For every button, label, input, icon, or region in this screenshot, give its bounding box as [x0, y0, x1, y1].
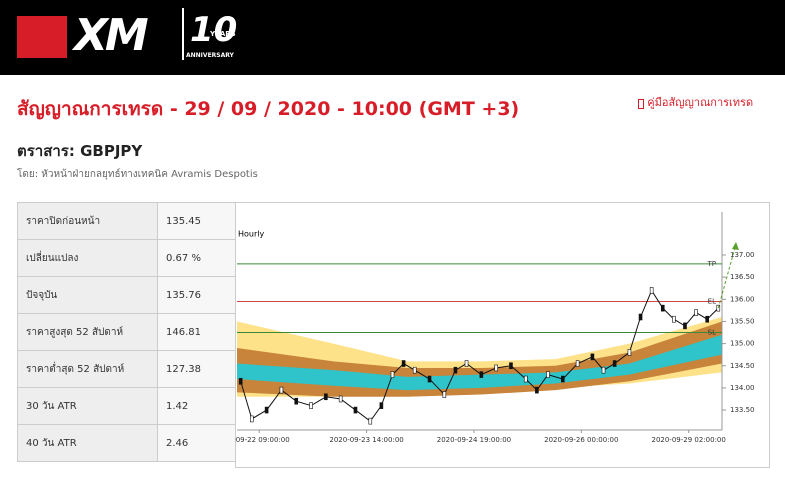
table-row: 30 วัน ATR 1.42 — [17, 387, 237, 425]
author: โดย: หัวหน้าฝ่ายกลยุทธ์ทางเทคนิค Avramis… — [17, 169, 258, 180]
page-title: สัญญาณการเทรด - 29 / 09 / 2020 - 10:00 (… — [17, 98, 520, 120]
candle — [309, 402, 313, 409]
candle — [238, 377, 243, 385]
price-line — [240, 289, 719, 422]
anniversary-number: 10 — [190, 10, 238, 50]
candle — [705, 315, 709, 323]
level-label: EL — [708, 298, 716, 306]
candle — [612, 360, 617, 367]
candle — [264, 406, 269, 414]
row-value: 135.76 — [157, 276, 237, 314]
guide-link[interactable]: คู่มือสัญญาณการเทรด — [638, 93, 753, 111]
guide-link-text[interactable]: คู่มือสัญญาณการเทรด — [647, 96, 754, 109]
candle — [575, 360, 580, 367]
candle — [561, 375, 565, 383]
table-row: ราคาสูงสุด 52 สัปดาห์ 146.81 — [17, 313, 237, 351]
pdf-icon — [638, 99, 645, 109]
x-tick-label: 2020-09-26 00:00:00 — [544, 436, 618, 444]
candle — [279, 386, 284, 394]
divider — [182, 8, 184, 60]
row-label: 40 วัน ATR — [17, 424, 158, 462]
level-label: TP — [707, 260, 717, 268]
row-value: 127.38 — [157, 350, 237, 388]
x-tick-label: 0-09-22 09:00:00 — [235, 436, 290, 444]
y-tick-label: 137.00 — [730, 251, 755, 259]
candle — [368, 417, 373, 425]
chart: Hourly 133.50 134.00 134.50 135.00 135.50 136… — [235, 202, 770, 468]
candle — [601, 366, 606, 374]
candle — [590, 353, 595, 361]
candle — [427, 375, 432, 383]
anniversary-years: YEARS — [210, 30, 236, 38]
band — [237, 334, 722, 391]
candle — [535, 386, 539, 394]
x-tick-label: 2020-09-23 14:00:00 — [329, 436, 403, 444]
candle — [649, 287, 654, 294]
candle — [660, 304, 665, 312]
header-bar: XM 10 YEARS ANNIVERSARY — [0, 0, 785, 75]
table-row: ราคาต่ำสุด 52 สัปดาห์ 127.38 — [17, 350, 237, 388]
row-value: 146.81 — [157, 313, 237, 351]
x-tick-label: 2020-09-29 02:00:00 — [651, 436, 725, 444]
candle — [294, 397, 299, 405]
level-label: SL — [708, 329, 716, 337]
candle — [353, 406, 358, 414]
candle — [546, 371, 550, 378]
candle — [509, 362, 513, 370]
candle — [464, 360, 469, 367]
chart-subtitle: Hourly — [238, 230, 264, 239]
table-row: 40 วัน ATR 2.46 — [17, 424, 237, 462]
row-value: 1.42 — [157, 387, 237, 425]
candle — [627, 349, 632, 356]
candle — [523, 375, 528, 383]
candle — [401, 360, 406, 367]
table-row: ปัจจุบัน 135.76 — [17, 276, 237, 314]
signal-table: ราคาปิดก่อนหน้า 135.45 เปลี่ยนแปลง 0.67 % ปั… — [17, 202, 237, 462]
table-row: ราคาปิดก่อนหน้า 135.45 — [17, 202, 237, 240]
candle — [338, 395, 343, 403]
target-arrowhead — [732, 242, 739, 250]
row-label: เปลี่ยนแปลง — [17, 239, 158, 277]
candle — [442, 391, 447, 398]
y-tick-label: 135.00 — [730, 340, 755, 348]
y-tick-label: 133.50 — [730, 406, 755, 414]
row-value: 2.46 — [157, 424, 237, 462]
row-label: 30 วัน ATR — [17, 387, 158, 425]
candle — [390, 371, 395, 378]
candle — [250, 415, 254, 423]
row-label: ปัจจุบัน — [17, 276, 158, 314]
anniversary-text: ANNIVERSARY — [186, 52, 234, 59]
row-label: ราคาปิดก่อนหน้า — [17, 202, 158, 240]
row-value: 0.67 % — [157, 239, 237, 277]
candle — [324, 393, 328, 401]
y-tick-label: 134.50 — [730, 362, 755, 370]
logo-icon[interactable] — [17, 16, 67, 58]
candle — [479, 371, 484, 378]
candle — [494, 364, 498, 372]
candle — [672, 315, 676, 323]
candle — [683, 322, 687, 330]
y-tick-label: 136.00 — [730, 295, 755, 303]
candle — [694, 309, 698, 316]
row-value: 135.45 — [157, 202, 237, 240]
logo[interactable]: XM — [74, 10, 149, 61]
candle — [379, 402, 384, 409]
candle — [638, 313, 643, 321]
x-tick-label: 2020-09-24 19:00:00 — [437, 436, 511, 444]
target-arrow — [717, 243, 737, 309]
row-label: ราคาต่ำสุด 52 สัปดาห์ — [17, 350, 158, 388]
y-tick-label: 134.00 — [730, 384, 755, 392]
table-row: เปลี่ยนแปลง 0.67 % — [17, 239, 237, 277]
candle — [412, 366, 417, 374]
y-tick-label: 135.50 — [730, 317, 755, 325]
instrument: ตราสาร: GBPJPY — [17, 142, 143, 160]
candle — [453, 366, 458, 374]
row-label: ราคาสูงสุด 52 สัปดาห์ — [17, 313, 158, 351]
y-tick-label: 136.50 — [730, 273, 755, 281]
